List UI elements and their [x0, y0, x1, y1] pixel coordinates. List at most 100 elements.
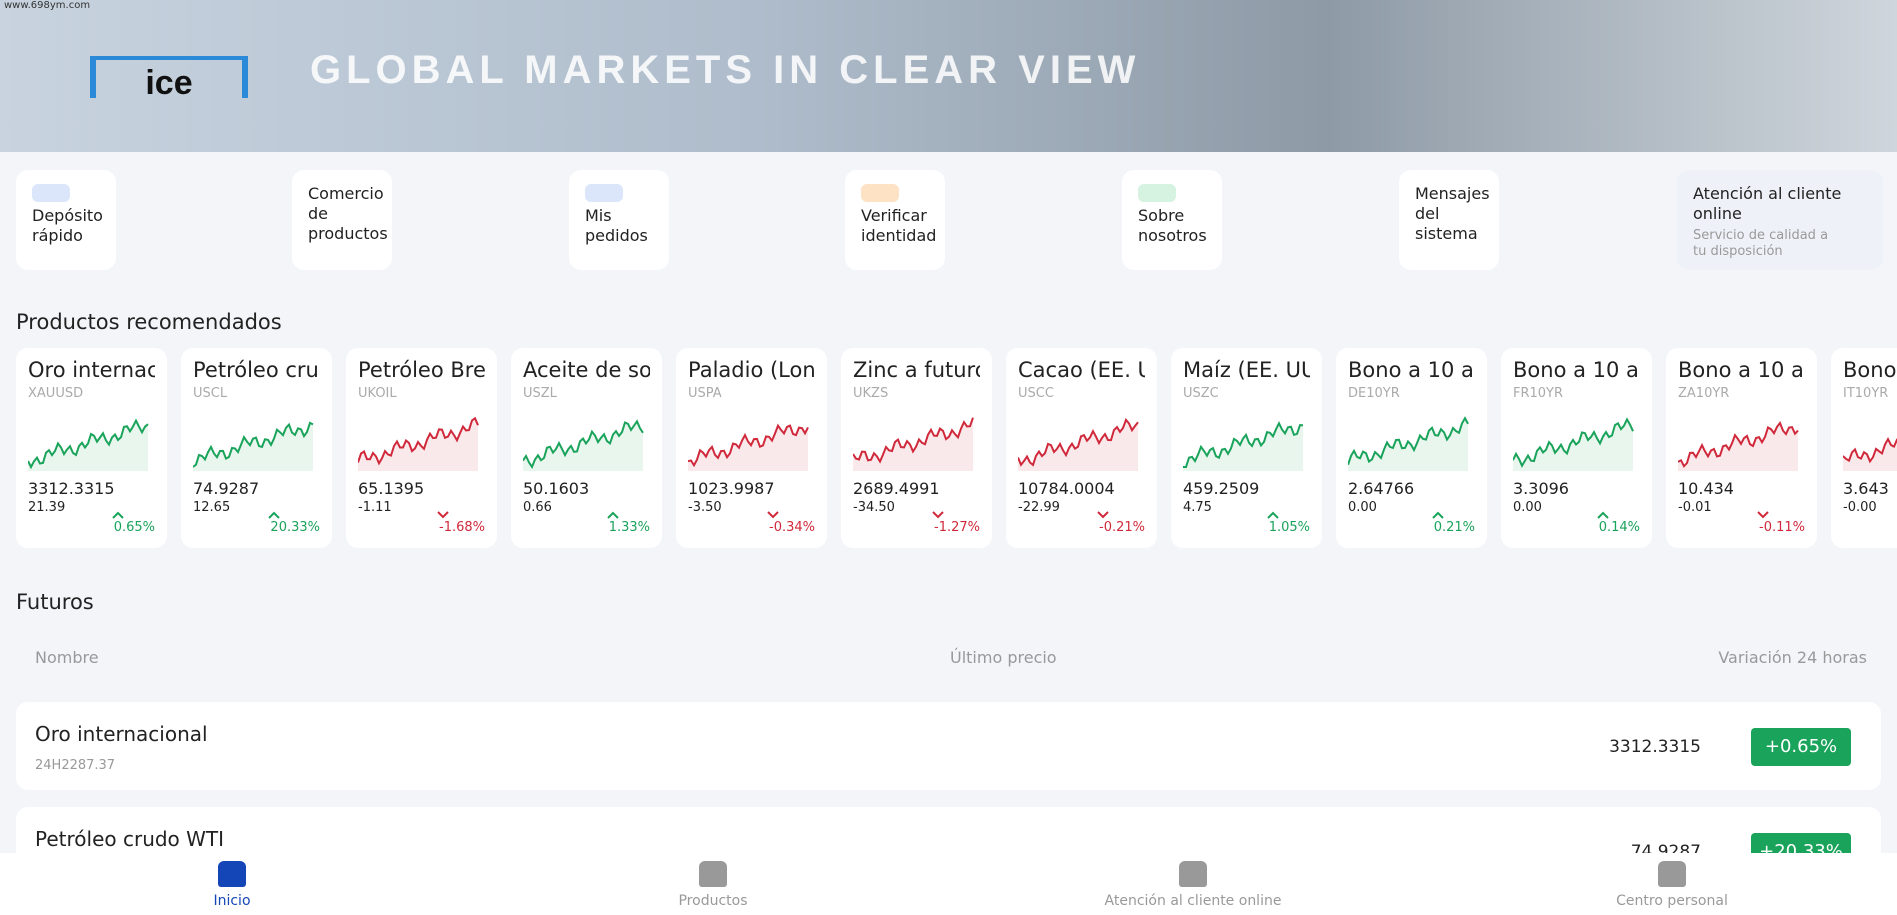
product-percent: -0.11% [1755, 500, 1805, 535]
product-card[interactable]: Bono a 10 años (Francia) FR10YR 3.3096 0.00… [1501, 348, 1652, 548]
product-percent: 0.21% [1430, 500, 1475, 535]
product-change-row: -0.01 -0.11% [1678, 500, 1805, 535]
nav-icon [1138, 184, 1176, 202]
sparkline [688, 423, 809, 471]
product-card[interactable]: Paladio (Londres) USPA 1023.9987 -3.50 -0.34… [676, 348, 827, 548]
tab[interactable]: Inicio [82, 853, 382, 909]
product-percent: -1.68% [435, 500, 485, 535]
product-change-row: 0.66 1.33% [523, 500, 650, 535]
trend-arrow [606, 511, 619, 519]
product-change: -0.00 [1843, 500, 1877, 515]
product-card[interactable]: Bono a 10 años (Alemania) DE10YR 2.64766 0.… [1336, 348, 1487, 548]
product-card[interactable]: Maíz (EE. UU.) USZC 459.2509 4.75 1.05% [1171, 348, 1322, 548]
product-price: 10.434 [1678, 479, 1734, 498]
tab-label: Centro personal [1616, 893, 1728, 909]
product-name: Oro internacional [28, 358, 155, 382]
sparkline [1843, 436, 1897, 471]
product-card[interactable]: Aceite de soya (EE. UU.) USZL 50.1603 0.66 1… [511, 348, 662, 548]
product-card[interactable]: Petróleo crudo WTI USCL 74.9287 12.65 20.33% [181, 348, 332, 548]
future-row[interactable]: Oro internacional 24H2287.37 3312.3315 +0.6… [16, 702, 1881, 790]
nav-item[interactable]: Depósito rápido [16, 170, 116, 270]
product-name: Paladio (Londres) [688, 358, 815, 382]
product-change: 0.00 [1513, 500, 1542, 515]
percent-text: -1.68% [439, 520, 485, 535]
product-card[interactable]: Petróleo Brent (Londres) UKOIL 65.1395 -1.1… [346, 348, 497, 548]
nav-icon [585, 184, 623, 202]
product-change: 4.75 [1183, 500, 1212, 515]
percent-text: -0.21% [1099, 520, 1145, 535]
banner: ice GLOBAL MARKETS IN CLEAR VIEW [0, 0, 1897, 152]
product-price: 10784.0004 [1018, 479, 1115, 498]
product-name: Bono a 10 años (Francia) [1513, 358, 1640, 382]
sparkline [1678, 420, 1799, 471]
product-card[interactable]: Oro internacional XAUUSD 3312.3315 21.39 0.6… [16, 348, 167, 548]
trend-arrow [1596, 511, 1609, 519]
percent-text: -1.27% [934, 520, 980, 535]
product-percent: 1.33% [605, 500, 650, 535]
product-symbol: UKZS [853, 386, 889, 401]
product-card[interactable]: Bono a 10 años (Italia) IT10YR 3.643 -0.00-… [1831, 348, 1897, 548]
product-change: 21.39 [28, 500, 66, 515]
product-percent: -0.34% [765, 500, 815, 535]
trend-arrow [1431, 511, 1444, 519]
nav-item[interactable]: Comercio de productos [292, 170, 392, 270]
product-percent: 0.65% [110, 500, 155, 535]
nav-item[interactable]: Sobre nosotros [1122, 170, 1222, 270]
future-name: Oro internacional [35, 722, 208, 746]
product-name: Petróleo crudo WTI [193, 358, 320, 382]
product-change-row: 12.65 20.33% [193, 500, 320, 535]
tab-icon [218, 861, 246, 887]
future-change: +0.65% [1751, 728, 1851, 766]
product-symbol: USZL [523, 386, 557, 401]
product-card[interactable]: Cacao (EE. UU.) USCC 10784.0004 -22.99 -0.21… [1006, 348, 1157, 548]
tab-icon [1658, 861, 1686, 887]
tab-bar: Inicio Productos Atención al cliente onlin… [0, 853, 1897, 915]
product-symbol: FR10YR [1513, 386, 1564, 401]
trend-arrow [767, 511, 779, 519]
tab[interactable]: Productos [563, 853, 863, 909]
product-change-row: 4.75 1.05% [1183, 500, 1310, 535]
product-change-row: 0.00 0.21% [1348, 500, 1475, 535]
future-name: Petróleo crudo WTI [35, 827, 225, 851]
product-change-row: -1.11 -1.68% [358, 500, 485, 535]
nav-item[interactable]: Mis pedidos [569, 170, 669, 270]
product-percent: -1.27% [930, 500, 980, 535]
product-change-row: -0.00-0.05% [1843, 500, 1897, 535]
product-price: 1023.9987 [688, 479, 775, 498]
product-name: Bono a 10 años (Italia) [1843, 358, 1897, 382]
product-change: -34.50 [853, 500, 895, 515]
product-price: 74.9287 [193, 479, 260, 498]
nav-item[interactable]: Mensajes del sistema [1399, 170, 1499, 270]
product-name: Maíz (EE. UU.) [1183, 358, 1310, 382]
product-change-row: -34.50 -1.27% [853, 500, 980, 535]
nav-label: Comercio de productos [308, 184, 388, 243]
tab-label: Productos [678, 893, 748, 909]
product-symbol: USZC [1183, 386, 1219, 401]
nav-label: Depósito rápido [32, 206, 103, 245]
product-symbol: USPA [688, 386, 722, 401]
product-symbol: DE10YR [1348, 386, 1400, 401]
tab[interactable]: Centro personal [1522, 853, 1822, 909]
product-change: -0.01 [1678, 500, 1712, 515]
product-change: 12.65 [193, 500, 231, 515]
product-card[interactable]: Bono a 10 años (Sudáfrica) ZA10YR 10.434 -0… [1666, 348, 1817, 548]
logo: ice [90, 56, 248, 102]
product-symbol: IT10YR [1843, 386, 1889, 401]
tab[interactable]: Atención al cliente online [1043, 853, 1343, 909]
nav-icon [32, 184, 70, 202]
trend-arrow [1097, 511, 1109, 519]
nav-item[interactable]: Atención al cliente online Servicio de ca… [1677, 170, 1883, 270]
sparkline [853, 417, 974, 471]
nav-item[interactable]: Verificar identidad [845, 170, 945, 270]
product-card[interactable]: Zinc a futuro (Londres) UKZS 2689.4991 -34.… [841, 348, 992, 548]
product-percent: 0.14% [1595, 500, 1640, 535]
product-change: -3.50 [688, 500, 722, 515]
product-price: 65.1395 [358, 479, 425, 498]
nav-label: Sobre nosotros [1138, 206, 1207, 245]
product-change-row: 0.00 0.14% [1513, 500, 1640, 535]
product-change: -22.99 [1018, 500, 1060, 515]
section-title: Futuros [16, 590, 94, 614]
product-change-row: 21.39 0.65% [28, 500, 155, 535]
product-percent: 20.33% [266, 500, 320, 535]
